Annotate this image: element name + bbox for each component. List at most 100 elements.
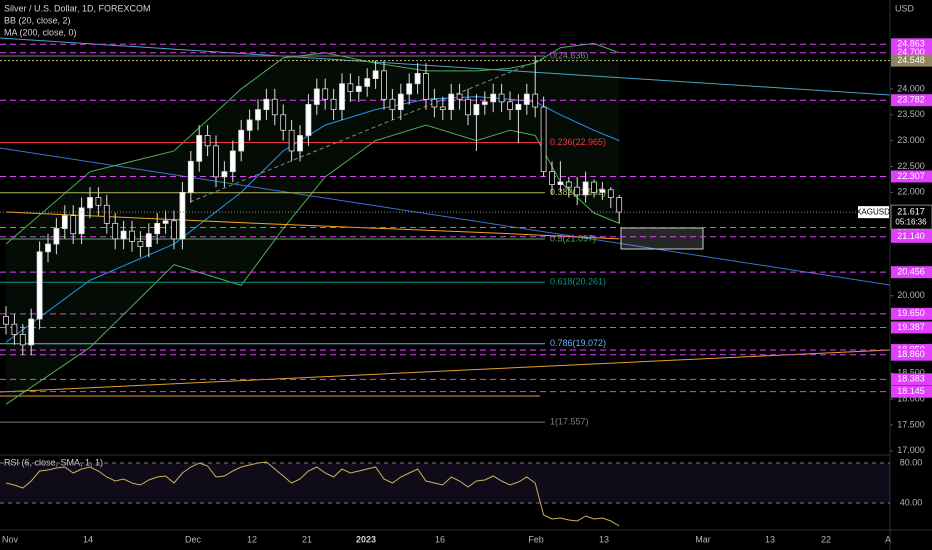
level-label: 18.383 (897, 374, 925, 384)
fib-label: 0(24.636) (550, 50, 589, 60)
candle-body (297, 135, 303, 152)
candle-body (406, 83, 413, 95)
marker-label: 24.548 (897, 55, 925, 65)
marker-tag (891, 54, 932, 67)
candle-body (263, 98, 270, 111)
fib-label: 0.618(20.261) (550, 277, 606, 287)
candle-body (288, 129, 295, 152)
candle-body (372, 70, 379, 79)
fib-label: 0.236(22.965) (550, 137, 606, 147)
candle-body (473, 104, 480, 116)
candle-body (238, 129, 245, 152)
candle-body (154, 222, 161, 235)
y-tick-label: 17.500 (897, 419, 925, 429)
level-label: 18.860 (897, 349, 925, 359)
candle-body (355, 85, 362, 92)
candle-body (591, 181, 597, 193)
x-tick-label: Nov (2, 534, 19, 544)
ma-line (5, 211, 620, 240)
trend-line (0, 349, 891, 393)
fib-label: 0.5(21.097) (550, 233, 596, 243)
rsi-tick-label: 40.00 (900, 497, 923, 507)
candle-body (305, 104, 312, 136)
candle-body (3, 316, 9, 325)
candle-body (280, 114, 287, 131)
band-fill (6, 43, 620, 405)
candle-body (196, 135, 203, 162)
candle-body (456, 93, 463, 100)
candle-body (87, 197, 93, 209)
candle-body (255, 109, 261, 121)
candle-body (414, 73, 421, 85)
candle-body (574, 186, 581, 196)
symbol-tag (858, 206, 889, 219)
candle-body (171, 220, 177, 240)
candle-body (95, 197, 102, 206)
level-label: 18.145 (897, 386, 925, 396)
level-label: 21.140 (897, 231, 925, 241)
candle-body (112, 222, 119, 240)
candle-body (397, 93, 404, 111)
y-tick-label: 18.000 (897, 394, 925, 404)
rsi-tick-label: 80.00 (900, 457, 923, 467)
candle-body (19, 334, 26, 346)
candle-body (137, 241, 144, 248)
candle-body (599, 189, 606, 193)
candle-body (423, 73, 429, 100)
candle-body (515, 104, 522, 111)
candle-body (549, 171, 555, 185)
candle-body (465, 98, 471, 116)
x-tick-label: 12 (247, 534, 257, 544)
candle-body (381, 70, 387, 100)
candle-body (28, 318, 35, 346)
candle-body (481, 101, 488, 105)
y-tick-label: 23.000 (897, 135, 925, 145)
x-tick-label: 2023 (356, 534, 376, 544)
currency: USD (895, 3, 915, 13)
y-tick-label: 23.500 (897, 109, 925, 119)
y-tick-label: 22.500 (897, 161, 925, 171)
candle-body (70, 215, 77, 235)
x-tick-label: A (885, 534, 891, 544)
symbol-label: XAGUSD (856, 207, 890, 216)
candle-body (364, 78, 371, 87)
x-tick-label: 14 (83, 534, 93, 544)
level-label: 19.650 (897, 308, 925, 318)
bb-lower (5, 124, 620, 405)
candle-body (540, 106, 547, 173)
candle-body (162, 220, 169, 224)
candle-body (61, 215, 68, 229)
candle-body (330, 98, 337, 111)
y-tick-label: 24.000 (897, 83, 925, 93)
candle-body (507, 101, 513, 111)
candle-body (213, 145, 219, 178)
level-tag (891, 348, 932, 361)
level-tag (891, 170, 932, 183)
candle-body (498, 93, 505, 103)
candle-body (145, 233, 152, 248)
level-label: 24.700 (897, 47, 925, 57)
candle-body (557, 181, 564, 185)
rsi-title: RSI (6, close, SMA, 1, 1) (4, 457, 103, 467)
candle-body (523, 93, 530, 105)
indicator-label: MA (200, close, 0) (4, 27, 77, 37)
indicator-label: BB (20, close, 2) (4, 15, 71, 25)
x-tick-label: Feb (528, 534, 544, 544)
candle-body (45, 243, 51, 253)
candle-body (582, 181, 589, 196)
candle-body (246, 119, 253, 131)
candle-body (103, 204, 110, 224)
level-tag (891, 266, 932, 279)
level-tag (891, 230, 932, 243)
candle-body (322, 88, 329, 100)
y-tick-label: 18.500 (897, 368, 925, 378)
bb-upper (5, 42, 620, 245)
candle-body (389, 98, 396, 111)
drawings (0, 37, 891, 397)
x-tick-label: 21 (302, 534, 312, 544)
candle-body (532, 93, 539, 108)
candle-body (339, 83, 345, 111)
candle-body (616, 197, 623, 213)
candle-body (221, 171, 228, 178)
